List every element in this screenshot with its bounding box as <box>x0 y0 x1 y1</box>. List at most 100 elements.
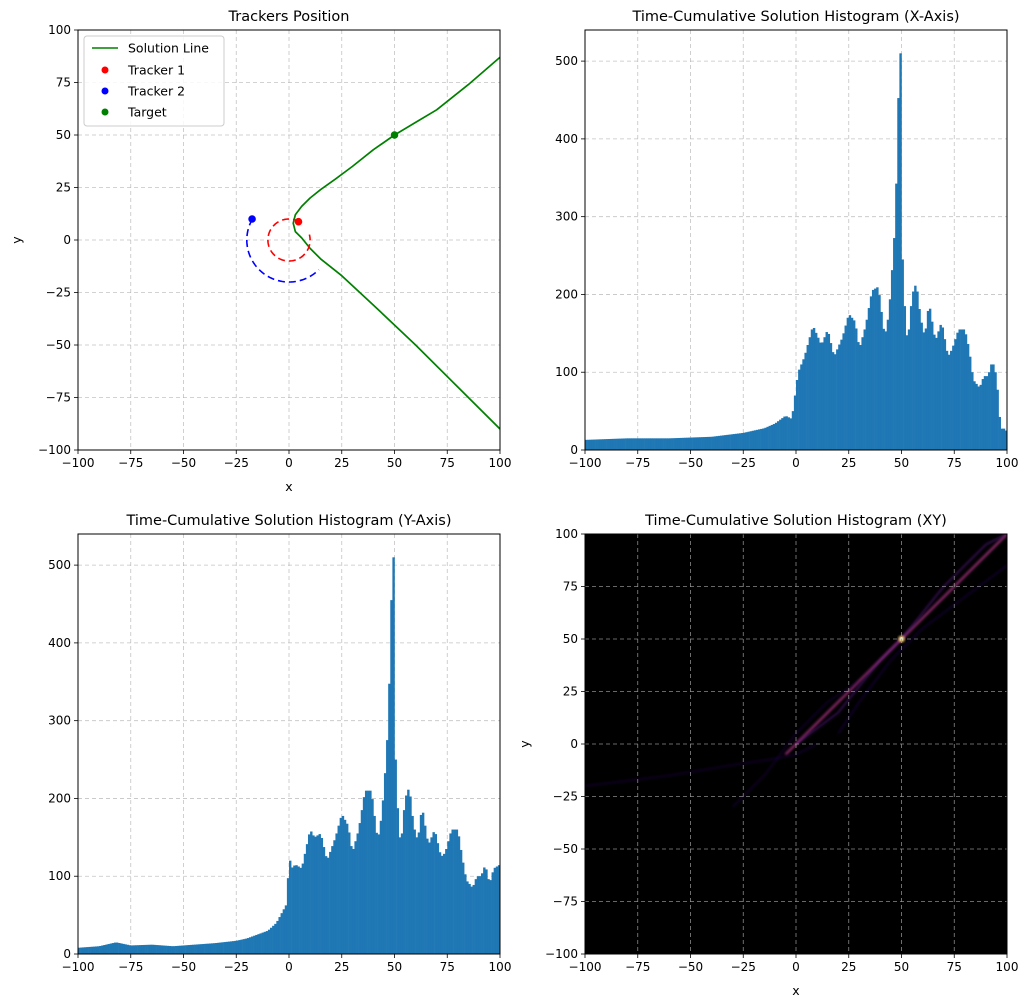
histogram-bar <box>880 311 883 450</box>
histogram-bar <box>326 857 330 954</box>
histogram-bar <box>301 863 305 954</box>
histogram-bar <box>295 865 298 954</box>
histogram-bar <box>232 941 235 954</box>
histogram-bar <box>977 386 980 450</box>
histogram-bar <box>99 945 102 954</box>
histogram-bar <box>595 439 598 450</box>
histogram-bar <box>421 812 425 954</box>
histogram-bar <box>270 927 273 954</box>
histogram-bar <box>610 438 613 450</box>
x-tick-label: 100 <box>996 456 1019 470</box>
x-tick-label: −75 <box>625 960 650 974</box>
histogram-bar <box>979 384 982 450</box>
histogram-bar <box>652 438 655 450</box>
histogram-bar <box>449 833 452 954</box>
histogram-bar <box>409 796 412 954</box>
x-tick-label: −100 <box>62 960 95 974</box>
histogram-bar <box>217 942 220 954</box>
histogram-bar <box>261 932 264 954</box>
histogram-bar <box>206 943 210 954</box>
point-tracker-2 <box>248 215 256 223</box>
histogram-bar <box>585 439 588 450</box>
histogram-bar <box>253 935 256 954</box>
histogram-bar <box>405 795 408 954</box>
histogram-bar <box>812 327 816 450</box>
histogram-bar <box>369 790 372 954</box>
histogram-bar <box>257 934 260 954</box>
histogram-bar <box>762 428 765 450</box>
histogram-bar <box>669 438 672 450</box>
histogram-bar <box>350 846 353 954</box>
heatmap-trace <box>837 564 1007 734</box>
histogram-bar <box>620 438 624 450</box>
histogram-bar <box>345 823 349 954</box>
panel-title: Time-Cumulative Solution Histogram (XY) <box>644 513 947 529</box>
histogram-bar <box>730 434 733 450</box>
x-tick-label: 25 <box>841 456 856 470</box>
histogram-bar <box>92 946 96 954</box>
histogram-bar <box>147 944 151 954</box>
histogram-bar <box>836 349 839 450</box>
histogram-bar <box>162 945 165 954</box>
histogram-bar <box>975 383 978 450</box>
histogram-bar <box>745 432 748 450</box>
histogram-bar <box>798 369 801 450</box>
y-tick-label: −50 <box>553 842 578 856</box>
histogram-bar <box>772 424 776 450</box>
histogram-bar <box>789 418 793 450</box>
histogram-bar <box>426 838 429 954</box>
histogram-bar <box>783 416 786 450</box>
histogram-bar <box>876 287 879 450</box>
histogram-bar <box>914 285 917 450</box>
histogram-bar <box>625 438 628 450</box>
histogram-bar <box>869 296 873 450</box>
histogram-bar <box>964 334 968 450</box>
histogram-bar <box>396 808 400 954</box>
legend-entry-solution-line: Solution Line <box>128 41 209 56</box>
histogram-bar <box>937 331 940 450</box>
histogram-bar <box>187 945 191 954</box>
histogram-bar <box>312 835 315 954</box>
x-tick-label: 0 <box>285 456 293 470</box>
histogram-bar <box>988 372 991 450</box>
histogram-bar <box>88 946 91 954</box>
histogram-bar <box>878 295 881 450</box>
histogram-bar <box>705 436 708 450</box>
histogram-bar <box>658 438 662 450</box>
histogram-bar <box>886 319 890 450</box>
histogram-bar <box>179 945 182 954</box>
panel-title: Time-Cumulative Solution Histogram (X-Ax… <box>631 9 959 25</box>
histogram-bar <box>947 354 951 450</box>
histogram-bar <box>722 435 725 450</box>
histogram-bar <box>278 917 281 954</box>
histogram-bar <box>236 940 239 954</box>
y-tick-label: −100 <box>38 443 71 457</box>
histogram-bar <box>225 941 229 954</box>
histogram-bar <box>684 437 687 450</box>
histogram-bar <box>111 943 115 954</box>
histogram-bar <box>612 438 615 450</box>
histogram-bar <box>314 836 317 954</box>
histogram-bar <box>139 945 142 954</box>
histogram-bar <box>489 880 492 954</box>
histogram-bar <box>665 438 668 450</box>
histogram-bar <box>168 945 172 954</box>
histogram-bar <box>411 815 414 954</box>
histogram-bar <box>457 836 461 954</box>
histogram-bar <box>871 289 875 450</box>
histogram-bar <box>728 434 731 450</box>
histogram-bar <box>587 439 590 450</box>
histogram-bar <box>899 53 902 450</box>
histogram-bar <box>591 439 594 450</box>
histogram-bar <box>855 328 858 450</box>
histogram-bar <box>755 429 759 450</box>
histogram-bar <box>320 837 324 954</box>
histogram-bar <box>158 945 161 954</box>
histogram-bar <box>950 350 953 450</box>
y-tick-label: 50 <box>563 632 578 646</box>
histogram-bar <box>888 299 892 450</box>
histogram-bar <box>200 944 203 954</box>
histogram-bar <box>627 438 630 450</box>
x-tick-label: 75 <box>440 960 455 974</box>
y-tick-label: 500 <box>555 54 578 68</box>
